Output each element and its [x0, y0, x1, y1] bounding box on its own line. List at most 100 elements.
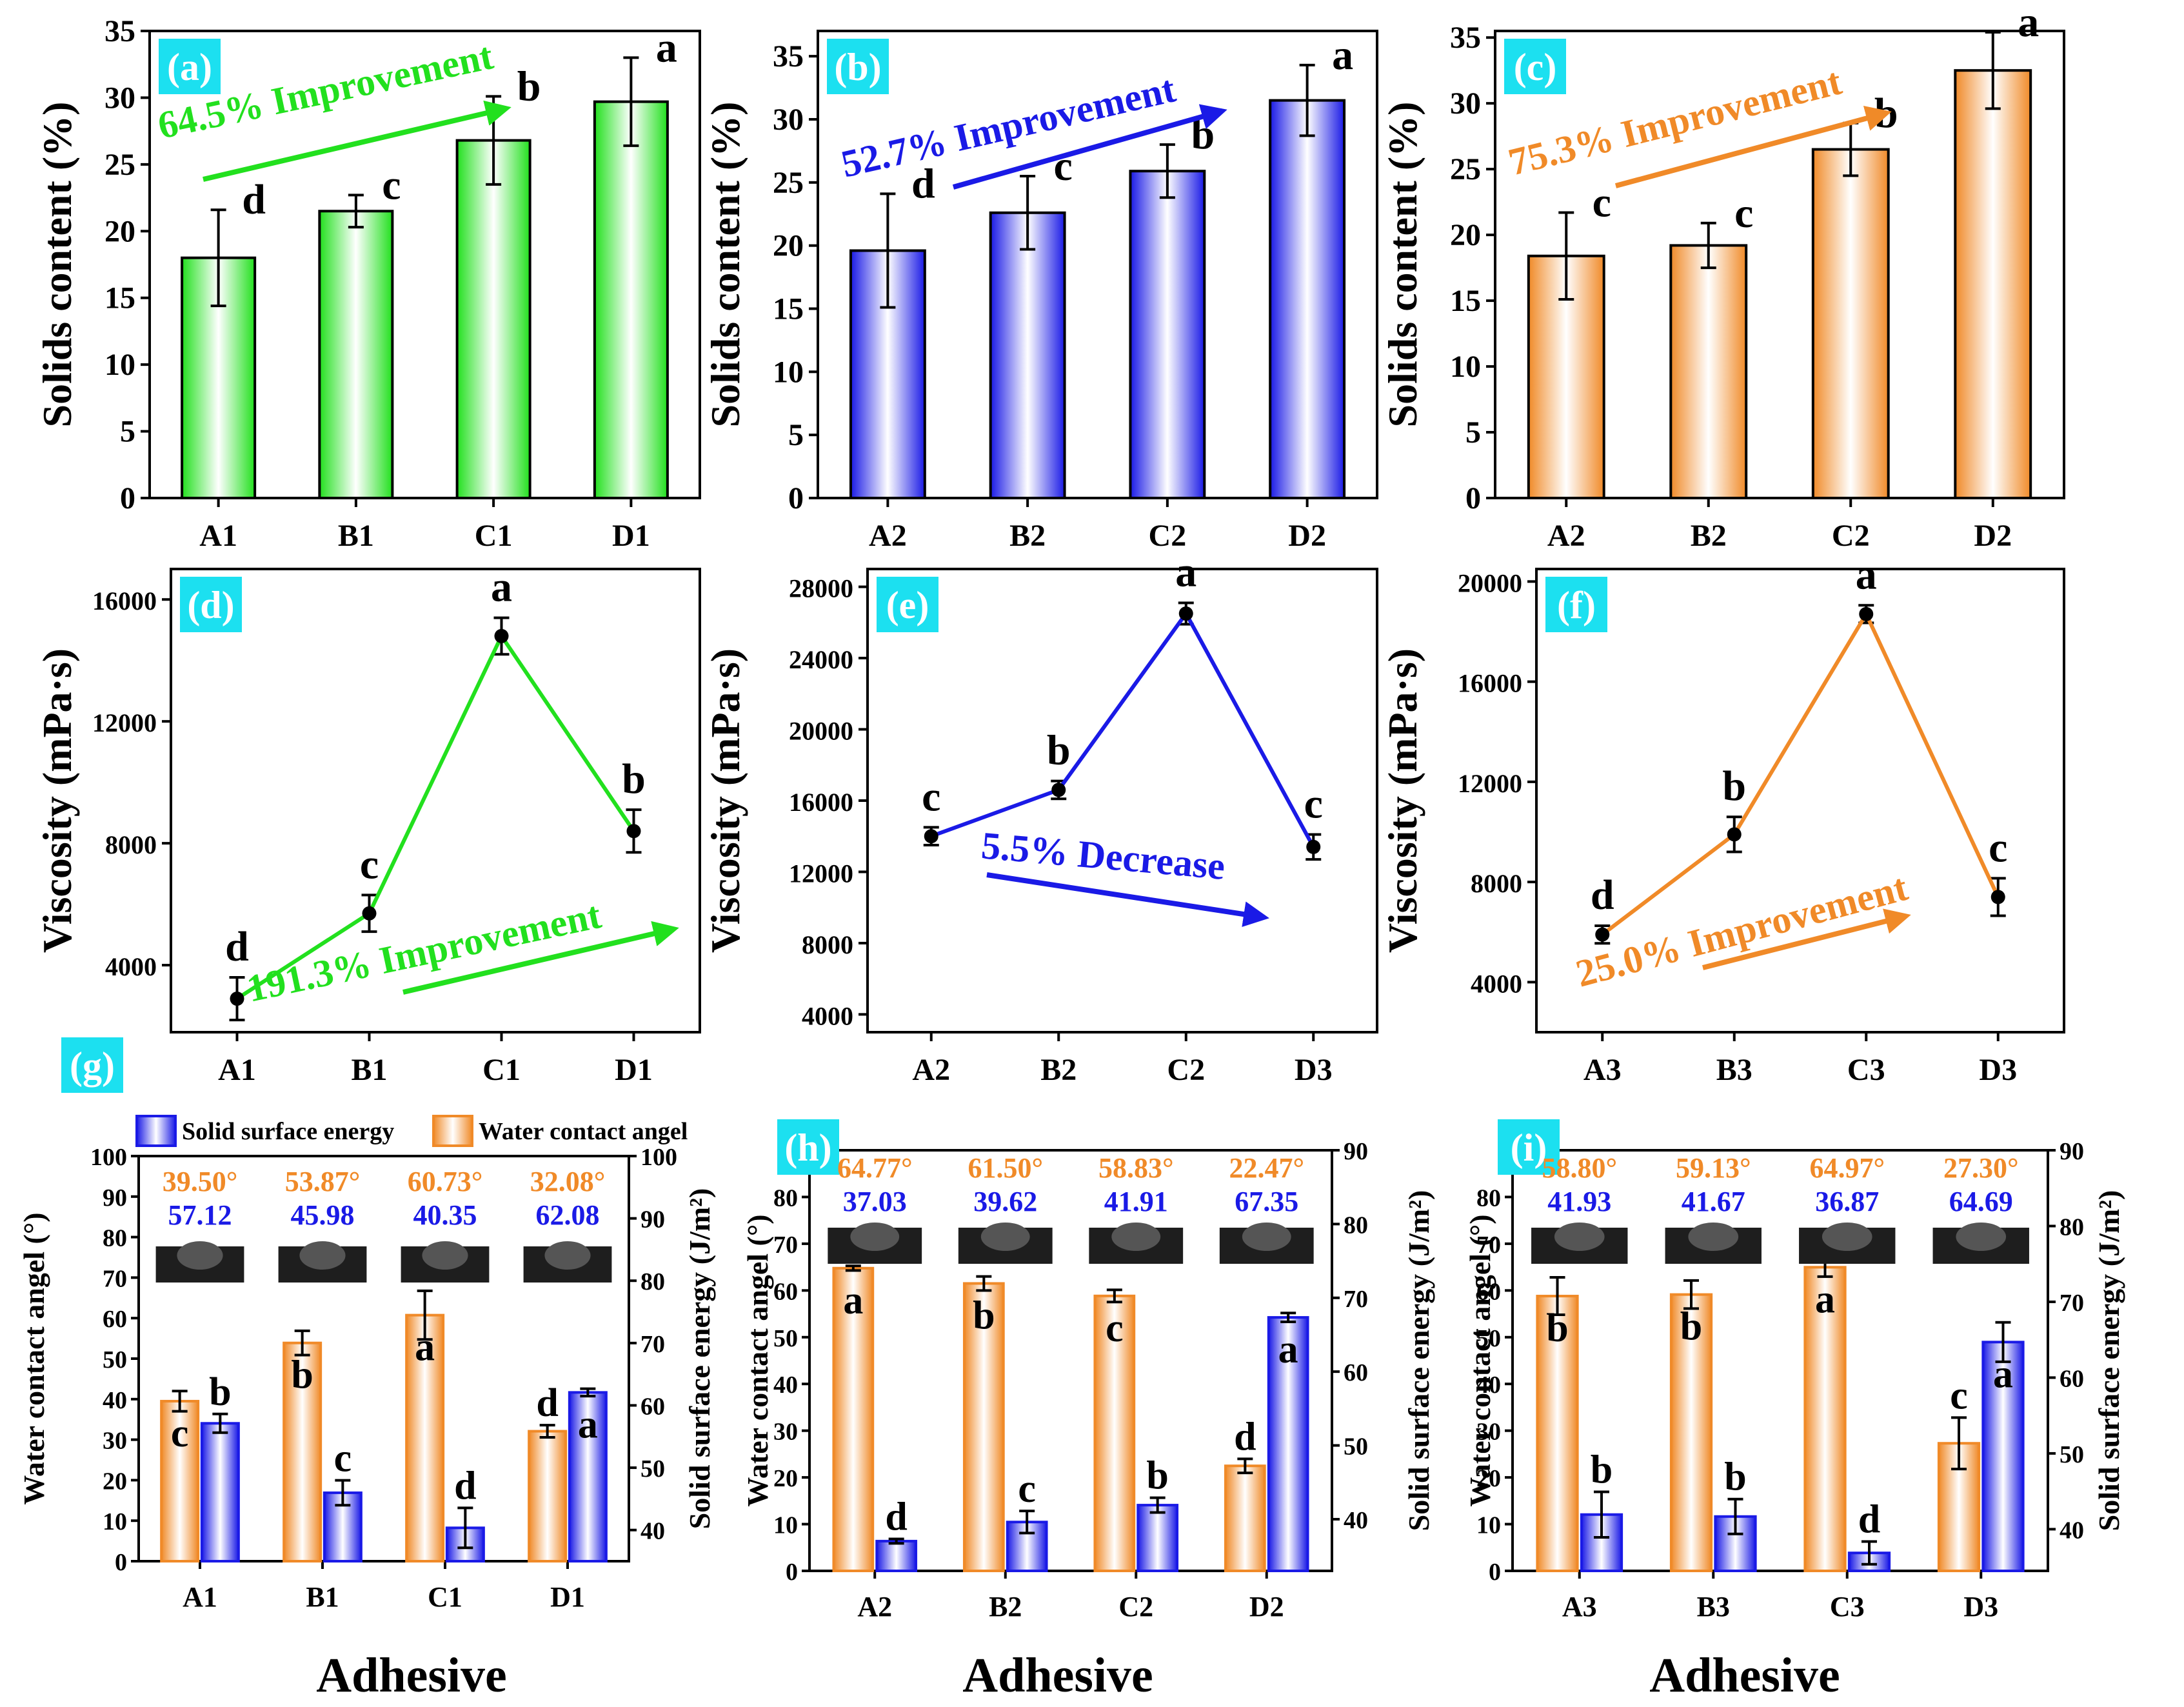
panel-c-ytick-label: 10	[1450, 350, 1481, 384]
panel-d-point	[362, 906, 377, 921]
panel-h-ytick-right-label: 80	[1344, 1212, 1368, 1239]
panel-c-ytick-label: 25	[1450, 152, 1481, 186]
panel-h-energy-value: 67.35	[1235, 1186, 1298, 1217]
panel-i-energy-value: 64.69	[1949, 1186, 2013, 1217]
panel-h-letter-surface-energy: a	[1278, 1328, 1298, 1372]
panel-i-ytick-left-label: 10	[1476, 1512, 1501, 1539]
panel-g-bar-contact-angle	[528, 1430, 568, 1562]
panel-b-letter: c	[1053, 143, 1072, 190]
panel-i-bar-contact-angle	[1669, 1293, 1713, 1572]
panel-c-bar	[1669, 244, 1748, 499]
panel-i-ytick-left-label: 70	[1476, 1232, 1501, 1259]
panel-c-letter: c	[1593, 179, 1611, 226]
panel-g-ytick-left-label: 0	[115, 1549, 127, 1576]
panel-c-xtick-label: B2	[1691, 519, 1727, 553]
panel-g-angle-value: 53.87°	[285, 1166, 361, 1197]
panel-h-bar-surface-energy	[1267, 1316, 1309, 1573]
panel-d-label-bg	[180, 577, 242, 632]
panel-c-label-bg	[1504, 39, 1566, 94]
panel-a-ytick-label: 0	[120, 481, 135, 515]
panel-h-frame	[808, 1149, 1333, 1572]
panel-h-bar-surface-energy	[1137, 1504, 1179, 1572]
panel-d-ytick-label: 12000	[92, 708, 157, 737]
panel-f-label: (f)	[1557, 584, 1596, 626]
panel-e-point	[1306, 839, 1321, 854]
panel-a-ytick-label: 35	[104, 14, 135, 48]
panel-h-ytick-right-label: 70	[1344, 1286, 1368, 1313]
panel-i-ytick-right-label: 50	[2060, 1441, 2084, 1468]
panel-g-ytick-left-label: 10	[103, 1508, 127, 1535]
panel-g-ytick-left-label: 30	[103, 1428, 127, 1455]
panel-c-ytick-label: 0	[1465, 481, 1481, 515]
panel-a-label-bg	[159, 39, 221, 94]
panel-g-xtick-label: B1	[306, 1581, 339, 1613]
panel-e-frame	[866, 568, 1378, 1033]
panel-b-frame	[817, 30, 1378, 499]
panel-i-label: (i)	[1511, 1126, 1547, 1169]
panel-e-xtick-label: A2	[912, 1053, 950, 1087]
panel-g-ytick-right-label: 50	[640, 1455, 665, 1482]
panel-d-letter: c	[360, 841, 379, 888]
panel-h-ytick-left-label: 0	[786, 1559, 798, 1586]
panel-g-droplet	[544, 1241, 591, 1270]
panel-h-letter-surface-energy: b	[1146, 1454, 1168, 1498]
panel-i-angle-value: 58.80°	[1542, 1152, 1617, 1184]
panel-h-angle-value: 64.77°	[837, 1152, 913, 1184]
panel-i-droplet	[1822, 1223, 1872, 1251]
panel-g-bar-surface-energy	[568, 1391, 608, 1562]
panel-a-letter: d	[242, 176, 266, 223]
panel-b-ylabel: Solids content (%)	[702, 102, 748, 428]
panel-f-point	[1595, 927, 1610, 942]
panel-e-letter: c	[1304, 780, 1323, 827]
panel-i-ytick-right-label: 40	[2060, 1517, 2084, 1544]
panel-h-letter-contact-angle: b	[973, 1293, 995, 1337]
panel-f-letter: d	[1591, 872, 1614, 919]
panel-e-ytick-label: 28000	[789, 574, 853, 603]
panel-g-letter-contact-angle: a	[415, 1326, 435, 1370]
panel-h-xtick-label: A2	[857, 1591, 892, 1622]
panel-g-letter-contact-angle: c	[171, 1412, 189, 1455]
panel-i-xtick-label: C3	[1830, 1591, 1865, 1622]
panel-g-angle-value: 32.08°	[530, 1166, 606, 1197]
panel-c-xtick-label: A2	[1547, 519, 1585, 553]
panel-h-ytick-left-label: 40	[773, 1372, 798, 1399]
panel-f-xtick-label: D3	[1979, 1053, 2017, 1087]
panel-f-ytick-label: 12000	[1458, 769, 1522, 798]
panel-d-letter: d	[225, 923, 249, 970]
panel-a-xtick-label: A1	[199, 519, 237, 553]
panel-e-series-line	[930, 610, 1315, 848]
panel-h-ytick-left-label: 60	[773, 1278, 798, 1305]
panel-h-bar-surface-energy	[875, 1539, 918, 1572]
panel-b-label-bg	[827, 39, 889, 94]
panel-c-ytick-label: 5	[1465, 415, 1481, 450]
legend-contact-angle-label: Water contact angel	[479, 1118, 688, 1145]
panel-h-droplet	[1242, 1223, 1291, 1251]
panel-h-ytick-left-label: 10	[773, 1512, 798, 1539]
panel-i-label-bg	[1498, 1119, 1560, 1175]
panel-h-letter-surface-energy: c	[1018, 1467, 1036, 1511]
panel-a-bar	[318, 210, 394, 499]
panel-h-letter-surface-energy: d	[885, 1495, 907, 1539]
panel-g-letter-surface-energy: b	[209, 1370, 231, 1414]
panel-i-ytick-right-label: 60	[2060, 1365, 2084, 1392]
panel-g-ytick-right-label: 90	[640, 1206, 665, 1233]
panel-f-ylabel: Viscosity (mPa·s)	[1380, 648, 1425, 953]
legend-contact-angle-swatch	[432, 1115, 473, 1147]
panel-f-point	[1859, 606, 1874, 621]
panel-h-angle-value: 58.83°	[1098, 1152, 1174, 1184]
panel-c-label: (c)	[1514, 46, 1557, 88]
panel-e-ytick-label: 24000	[789, 645, 853, 674]
panel-d-annotation-arrow	[402, 921, 679, 995]
panel-e-ytick-label: 12000	[789, 859, 853, 888]
panel-g-letter-surface-energy: d	[454, 1464, 476, 1508]
panel-a-ytick-label: 5	[120, 415, 135, 449]
panel-f-letter: c	[1989, 824, 2007, 871]
panel-d-frame	[170, 568, 701, 1033]
panel-c-ytick-label: 30	[1450, 86, 1481, 121]
panel-e-point	[924, 829, 938, 844]
panel-f-series-line	[1601, 610, 2000, 937]
panel-h-ytick-left-label: 70	[773, 1232, 798, 1259]
panel-f-xtick-label: A3	[1583, 1053, 1622, 1087]
panel-i-letter-surface-energy: d	[1858, 1498, 1880, 1542]
panel-g-label-bg	[61, 1037, 123, 1093]
